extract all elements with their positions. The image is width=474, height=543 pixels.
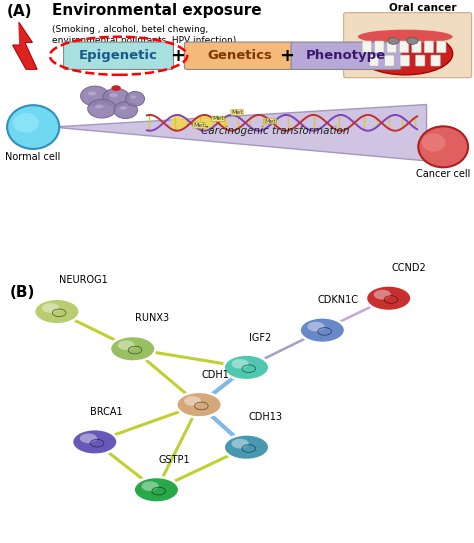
Text: +: + bbox=[170, 47, 185, 65]
Ellipse shape bbox=[119, 106, 127, 110]
Circle shape bbox=[110, 336, 155, 362]
Ellipse shape bbox=[88, 92, 96, 96]
FancyBboxPatch shape bbox=[385, 55, 394, 66]
Text: Met: Met bbox=[231, 110, 243, 115]
Circle shape bbox=[118, 340, 135, 350]
FancyBboxPatch shape bbox=[437, 41, 446, 53]
Text: Oral cancer: Oral cancer bbox=[389, 3, 456, 13]
Circle shape bbox=[318, 327, 331, 335]
Text: Normal cell: Normal cell bbox=[6, 153, 61, 162]
Circle shape bbox=[52, 309, 66, 317]
Circle shape bbox=[300, 317, 345, 343]
Text: BRCA1: BRCA1 bbox=[90, 407, 123, 417]
Circle shape bbox=[224, 434, 269, 460]
Polygon shape bbox=[52, 104, 427, 161]
FancyBboxPatch shape bbox=[387, 41, 396, 53]
FancyBboxPatch shape bbox=[424, 41, 434, 53]
Circle shape bbox=[134, 477, 179, 503]
Circle shape bbox=[242, 445, 255, 452]
Ellipse shape bbox=[419, 127, 468, 167]
Circle shape bbox=[42, 303, 59, 313]
Ellipse shape bbox=[81, 86, 109, 106]
Ellipse shape bbox=[103, 89, 129, 106]
Ellipse shape bbox=[7, 105, 59, 149]
FancyBboxPatch shape bbox=[400, 55, 410, 66]
Circle shape bbox=[128, 346, 142, 354]
Circle shape bbox=[184, 396, 201, 406]
Circle shape bbox=[374, 290, 391, 300]
FancyBboxPatch shape bbox=[344, 12, 472, 78]
FancyBboxPatch shape bbox=[362, 41, 372, 53]
FancyBboxPatch shape bbox=[412, 41, 421, 53]
Circle shape bbox=[366, 286, 411, 311]
Ellipse shape bbox=[126, 91, 145, 106]
FancyBboxPatch shape bbox=[415, 55, 425, 66]
Circle shape bbox=[80, 433, 97, 443]
Text: Environmental exposure: Environmental exposure bbox=[52, 3, 262, 18]
Polygon shape bbox=[13, 23, 37, 69]
Text: IGF2: IGF2 bbox=[249, 333, 271, 343]
Ellipse shape bbox=[95, 104, 103, 108]
Text: Phenotype: Phenotype bbox=[306, 49, 386, 62]
Circle shape bbox=[231, 359, 249, 369]
Circle shape bbox=[72, 429, 118, 454]
Text: Epigenetic: Epigenetic bbox=[79, 49, 158, 62]
Circle shape bbox=[176, 392, 222, 418]
FancyBboxPatch shape bbox=[369, 55, 379, 66]
Ellipse shape bbox=[114, 102, 137, 118]
Text: (A): (A) bbox=[7, 4, 33, 19]
Text: NEUROG1: NEUROG1 bbox=[59, 275, 108, 286]
Text: CDH13: CDH13 bbox=[249, 413, 283, 422]
Ellipse shape bbox=[422, 134, 446, 151]
Circle shape bbox=[407, 37, 418, 45]
Circle shape bbox=[231, 439, 249, 449]
Text: CCND2: CCND2 bbox=[391, 263, 426, 274]
Circle shape bbox=[111, 85, 121, 91]
Text: (B): (B) bbox=[9, 285, 35, 300]
Circle shape bbox=[384, 295, 398, 304]
Ellipse shape bbox=[88, 99, 116, 118]
FancyBboxPatch shape bbox=[291, 42, 401, 70]
Text: Carcinogenic transformation: Carcinogenic transformation bbox=[201, 127, 349, 136]
FancyBboxPatch shape bbox=[431, 55, 440, 66]
Circle shape bbox=[242, 365, 255, 372]
Ellipse shape bbox=[358, 33, 453, 75]
FancyBboxPatch shape bbox=[374, 41, 384, 53]
Ellipse shape bbox=[130, 96, 136, 98]
Circle shape bbox=[34, 299, 80, 324]
Text: CDH1: CDH1 bbox=[201, 370, 229, 380]
FancyBboxPatch shape bbox=[400, 41, 409, 53]
Text: Met: Met bbox=[193, 123, 205, 128]
Text: CDKN1C: CDKN1C bbox=[318, 295, 358, 305]
Text: (Smoking , alcohol, betel chewing,
environmental pollutants, HPV infection): (Smoking , alcohol, betel chewing, envir… bbox=[52, 26, 237, 45]
Text: +: + bbox=[279, 47, 294, 65]
Circle shape bbox=[388, 37, 399, 45]
Circle shape bbox=[141, 481, 159, 491]
Circle shape bbox=[307, 321, 325, 331]
Circle shape bbox=[152, 487, 165, 495]
Ellipse shape bbox=[109, 93, 118, 97]
Ellipse shape bbox=[13, 113, 39, 132]
Text: RUNX3: RUNX3 bbox=[135, 313, 169, 323]
Text: Genetics: Genetics bbox=[207, 49, 272, 62]
Text: Cancer cell: Cancer cell bbox=[416, 169, 470, 179]
Text: Met: Met bbox=[264, 118, 276, 124]
Circle shape bbox=[90, 439, 104, 447]
Ellipse shape bbox=[358, 30, 453, 44]
FancyBboxPatch shape bbox=[184, 42, 294, 70]
Text: Met: Met bbox=[212, 116, 224, 122]
FancyBboxPatch shape bbox=[64, 42, 173, 70]
Circle shape bbox=[224, 355, 269, 380]
Text: GSTP1: GSTP1 bbox=[159, 455, 191, 465]
Circle shape bbox=[194, 402, 208, 410]
